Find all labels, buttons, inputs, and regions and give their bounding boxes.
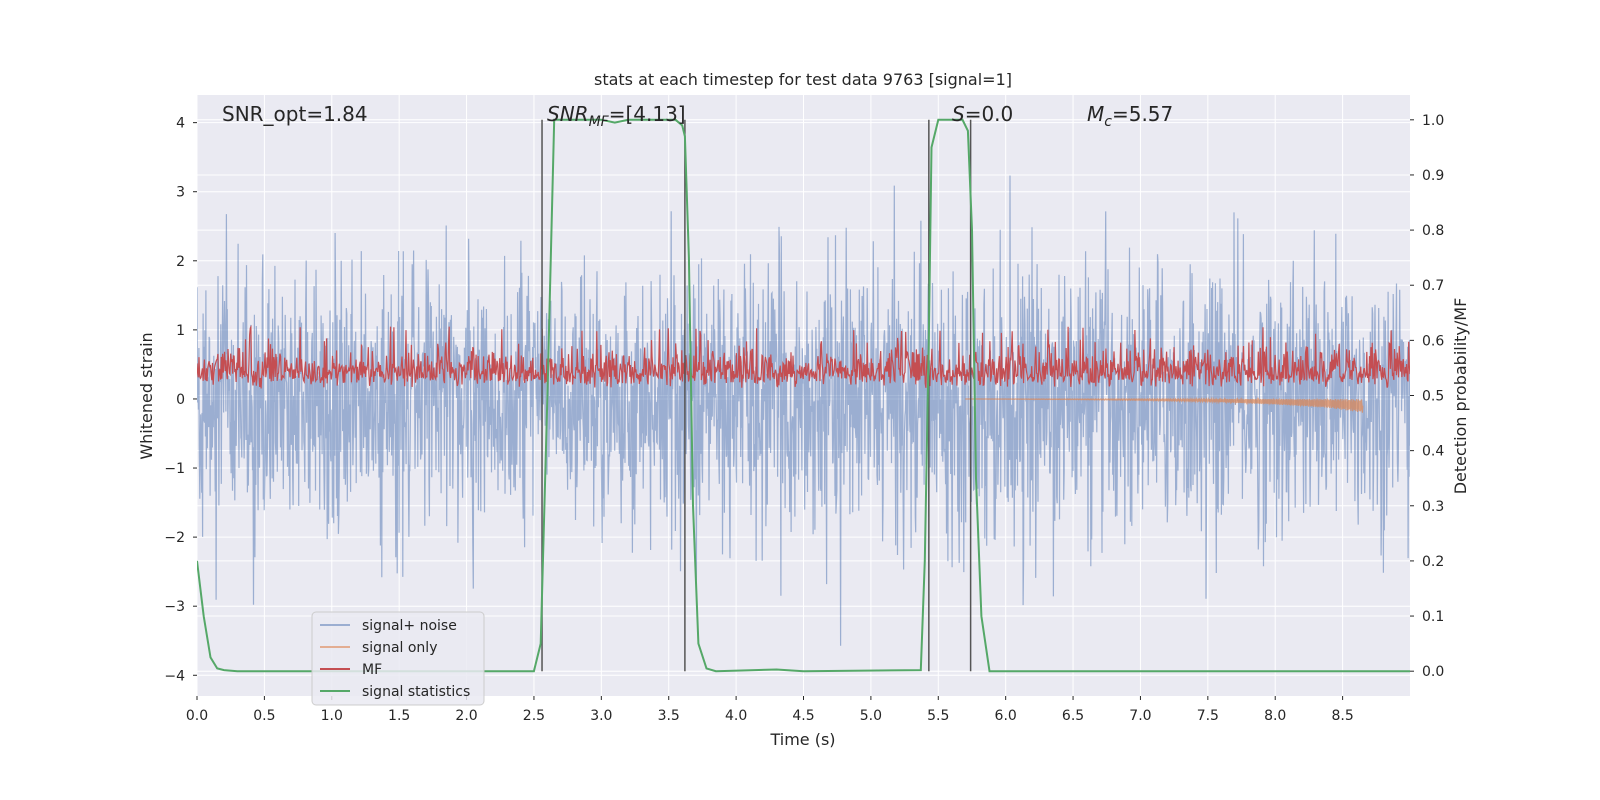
y2-tick-label-0: 0.0 xyxy=(1422,664,1444,680)
x-tick-label-16: 8.0 xyxy=(1264,708,1286,724)
x-tick-label-12: 6.0 xyxy=(995,708,1017,724)
y2-tick-label-1: 0.1 xyxy=(1422,609,1444,625)
x-tick-label-14: 7.0 xyxy=(1129,708,1151,724)
x-tick-label-11: 5.5 xyxy=(927,708,949,724)
annotation-s-value: =0.0 xyxy=(965,102,1014,126)
x-tick-label-0: 0.0 xyxy=(186,708,208,724)
annotation-mc: Mc=5.57 xyxy=(1087,102,1173,130)
chart-title: stats at each timestep for test data 976… xyxy=(594,70,1012,89)
legend-label-signal-only: signal only xyxy=(362,640,437,656)
signal-only-series xyxy=(965,396,1364,413)
y2-tick-label-7: 0.7 xyxy=(1422,278,1444,294)
annotation-snr-mf-base: SNR xyxy=(547,102,589,126)
y-tick-label-1: −3 xyxy=(164,599,185,615)
legend-box xyxy=(311,611,485,706)
y2-axis-label: Detection probability/MF xyxy=(1451,298,1470,495)
x-axis-label: Time (s) xyxy=(769,730,835,749)
y-tick-label-6: 2 xyxy=(176,254,185,270)
annotation-snr-mf-value: =[4.13] xyxy=(609,102,686,126)
annotation-s-base: S xyxy=(952,102,965,126)
legend-label-mf: MF xyxy=(362,662,382,678)
y2-tick-label-6: 0.6 xyxy=(1422,333,1444,349)
annotation-mc-sub: c xyxy=(1104,114,1112,130)
y-tick-label-0: −4 xyxy=(164,668,185,684)
y2-tick-label-3: 0.3 xyxy=(1422,499,1444,515)
mf-series xyxy=(197,324,1410,389)
x-tick-label-13: 6.5 xyxy=(1062,708,1084,724)
annotation-snr-mf: SNRMF=[4.13] xyxy=(547,102,686,130)
y2-tick-label-10: 1.0 xyxy=(1422,113,1444,129)
annotation-mc-value: =5.57 xyxy=(1112,102,1173,126)
x-tick-label-5: 2.5 xyxy=(523,708,545,724)
x-tick-label-3: 1.5 xyxy=(388,708,410,724)
y-tick-label-8: 4 xyxy=(176,116,185,132)
mf-line xyxy=(197,324,1410,389)
y2-tick-label-5: 0.5 xyxy=(1422,389,1444,405)
y2-tick-label-9: 0.9 xyxy=(1422,168,1444,184)
x-tick-label-4: 2.0 xyxy=(455,708,477,724)
annotation-mc-base: M xyxy=(1087,102,1104,126)
x-tick-label-1: 0.5 xyxy=(253,708,275,724)
y-ticks: −4 −3 −2 −1 0 1 2 3 4 xyxy=(164,116,197,684)
x-ticks: 0.0 0.5 1.0 1.5 2.0 2.5 3.0 3.5 4.0 4.5 5.0 5.5 6.0 6… xyxy=(186,696,1354,724)
x-tick-label-7: 3.5 xyxy=(658,708,680,724)
x-tick-label-17: 8.5 xyxy=(1331,708,1353,724)
y-tick-label-7: 3 xyxy=(176,185,185,201)
annotation-snr-mf-sub: MF xyxy=(589,114,610,130)
y2-tick-label-2: 0.2 xyxy=(1422,554,1444,570)
x-tick-label-10: 5.0 xyxy=(860,708,882,724)
legend-label-signal-plus-noise: signal+ noise xyxy=(362,618,457,634)
y-tick-label-4: 0 xyxy=(176,392,185,408)
y-axis-label: Whitened strain xyxy=(137,332,156,459)
y-tick-label-3: −1 xyxy=(164,461,185,477)
signal-plus-noise-series xyxy=(197,175,1410,646)
annotation-snr-opt: SNR_opt=1.84 xyxy=(222,102,368,126)
y2-ticks: 0.0 0.1 0.2 0.3 0.4 0.5 0.6 0.7 0.8 0.9 1.0 xyxy=(1410,113,1444,680)
y-tick-label-5: 1 xyxy=(176,323,185,339)
x-tick-label-2: 1.0 xyxy=(321,708,343,724)
x-tick-label-6: 3.0 xyxy=(590,708,612,724)
x-tick-label-8: 4.0 xyxy=(725,708,747,724)
annotation-s: S=0.0 xyxy=(952,102,1013,126)
y2-tick-label-4: 0.4 xyxy=(1422,444,1444,460)
y-tick-label-2: −2 xyxy=(164,530,185,546)
x-tick-label-9: 4.5 xyxy=(792,708,814,724)
x-tick-label-15: 7.5 xyxy=(1197,708,1219,724)
signal-only-line xyxy=(965,396,1364,413)
y2-tick-label-8: 0.8 xyxy=(1422,223,1444,239)
legend-label-signal-statistics: signal statistics xyxy=(362,684,470,700)
legend: signal+ noise signal only MF signal stat… xyxy=(311,611,485,706)
signal-plus-noise-line xyxy=(197,175,1410,646)
